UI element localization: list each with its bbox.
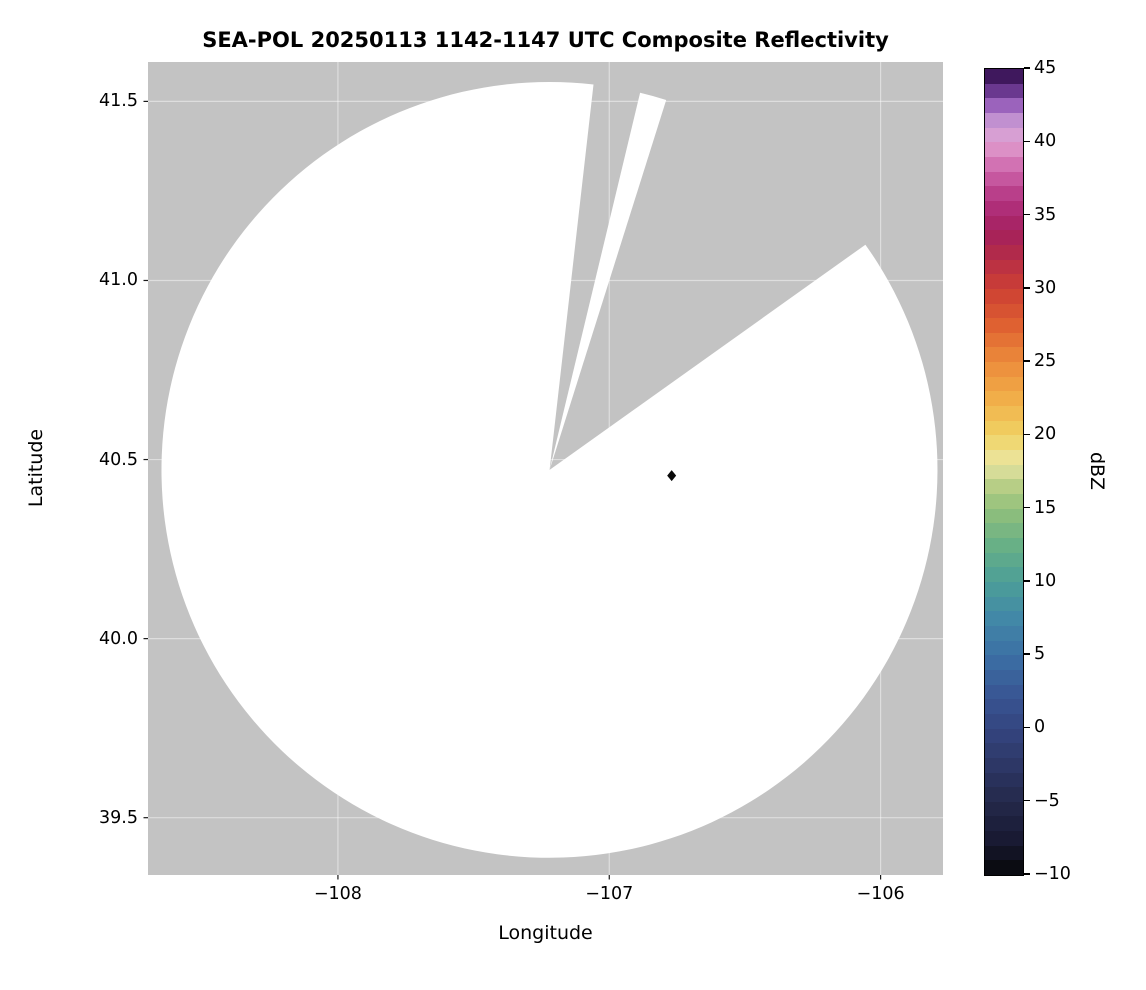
colorbar-segment: [985, 655, 1023, 670]
colorbar-segment: [985, 332, 1023, 348]
colorbar-segment: [985, 552, 1023, 568]
colorbar-segment: [985, 860, 1023, 876]
colorbar-tick-mark: [1024, 140, 1030, 143]
colorbar-segment: [985, 127, 1023, 143]
colorbar-segment: [985, 435, 1023, 451]
colorbar-segment: [985, 362, 1023, 377]
y-tick-label: 39.5: [99, 807, 138, 828]
colorbar-segment: [985, 259, 1023, 275]
colorbar-segment: [985, 98, 1023, 113]
colorbar-tick-label: 15: [1034, 497, 1057, 518]
colorbar-segment: [985, 406, 1023, 421]
colorbar-segment: [985, 200, 1023, 216]
colorbar-tick-mark: [1024, 506, 1030, 509]
colorbar-segment: [985, 479, 1023, 495]
colorbar-segment: [985, 303, 1023, 319]
colorbar-segment: [985, 831, 1023, 846]
colorbar-segment: [985, 713, 1023, 729]
colorbar-tick-label: −5: [1034, 790, 1060, 811]
colorbar-segment: [985, 318, 1023, 333]
colorbar-tick-label: 25: [1034, 351, 1057, 372]
colorbar-segment: [985, 611, 1023, 626]
radar-coverage-sector: [161, 81, 938, 858]
chart-title: SEA-POL 20250113 1142-1147 UTC Composite…: [202, 28, 889, 52]
y-tick-label: 40.5: [99, 449, 138, 470]
colorbar-tick-mark: [1024, 580, 1030, 582]
colorbar-tick-label: 0: [1034, 717, 1046, 738]
colorbar-segment: [985, 215, 1023, 231]
colorbar-tick-mark: [1024, 360, 1030, 362]
colorbar-segment: [985, 391, 1023, 407]
colorbar-segment: [985, 728, 1023, 744]
colorbar-segment: [985, 508, 1023, 524]
colorbar-tick-mark: [1024, 726, 1030, 729]
colorbar-segment: [985, 464, 1023, 480]
colorbar-segment: [985, 772, 1023, 788]
x-tick-label: −106: [856, 884, 905, 904]
colorbar-segment: [985, 142, 1023, 157]
colorbar: [984, 68, 1024, 876]
colorbar-tick-mark: [1024, 213, 1030, 216]
site-marker: [667, 470, 677, 482]
colorbar-segment: [985, 347, 1023, 363]
colorbar-tick-mark: [1024, 873, 1030, 875]
colorbar-segment: [985, 274, 1023, 289]
colorbar-segment: [985, 83, 1023, 99]
colorbar-tick-label: 5: [1034, 644, 1046, 665]
colorbar-segment: [985, 156, 1023, 172]
colorbar-tick-label: 40: [1034, 131, 1057, 152]
colorbar-segment: [985, 376, 1023, 392]
y-axis-label: Latitude: [25, 428, 47, 508]
x-axis-label: Longitude: [498, 922, 593, 944]
colorbar-segment: [985, 699, 1023, 714]
colorbar-tick-label: 35: [1034, 204, 1057, 225]
colorbar-segment: [985, 567, 1023, 582]
y-tick-label: 40.0: [99, 628, 138, 649]
colorbar-segment: [985, 186, 1023, 201]
colorbar-segment: [985, 523, 1023, 538]
x-tick-label: −108: [313, 884, 362, 904]
colorbar-segment: [985, 450, 1023, 465]
radar-coverage-sector: [549, 92, 667, 470]
colorbar-segment: [985, 640, 1023, 656]
colorbar-tick-mark: [1024, 653, 1030, 655]
colorbar-segment: [985, 787, 1023, 802]
colorbar-segment: [985, 112, 1023, 128]
colorbar-segment: [985, 625, 1023, 641]
colorbar-segment: [985, 230, 1023, 245]
colorbar-tick-label: 45: [1034, 58, 1057, 78]
colorbar-tick-mark: [1024, 433, 1030, 436]
colorbar-segment: [985, 420, 1023, 436]
colorbar-segment: [985, 244, 1023, 260]
x-tick-label: −107: [585, 884, 634, 904]
y-tick-label: 41.5: [99, 91, 138, 112]
colorbar-tick-label: 10: [1034, 570, 1057, 591]
colorbar-segment: [985, 69, 1023, 84]
colorbar-label: dBZ: [1086, 451, 1108, 491]
colorbar-segment: [985, 743, 1023, 758]
colorbar-segment: [985, 171, 1023, 187]
colorbar-tick-label: 30: [1034, 277, 1057, 298]
colorbar-segment: [985, 288, 1023, 304]
colorbar-segment: [985, 757, 1023, 773]
colorbar-segment: [985, 801, 1023, 817]
colorbar-tick-mark: [1024, 67, 1030, 69]
colorbar-segment: [985, 669, 1023, 685]
colorbar-tick-label: 20: [1034, 424, 1057, 445]
colorbar-segment: [985, 684, 1023, 700]
colorbar-segment: [985, 596, 1023, 612]
colorbar-segment: [985, 816, 1023, 832]
colorbar-segment: [985, 494, 1023, 509]
colorbar-tick-mark: [1024, 799, 1030, 802]
colorbar-segment: [985, 845, 1023, 861]
colorbar-tick-label: −10: [1034, 864, 1071, 884]
colorbar-tick-mark: [1024, 287, 1030, 289]
colorbar-segment: [985, 538, 1023, 553]
y-tick-label: 41.0: [99, 270, 138, 291]
colorbar-segment: [985, 581, 1023, 597]
